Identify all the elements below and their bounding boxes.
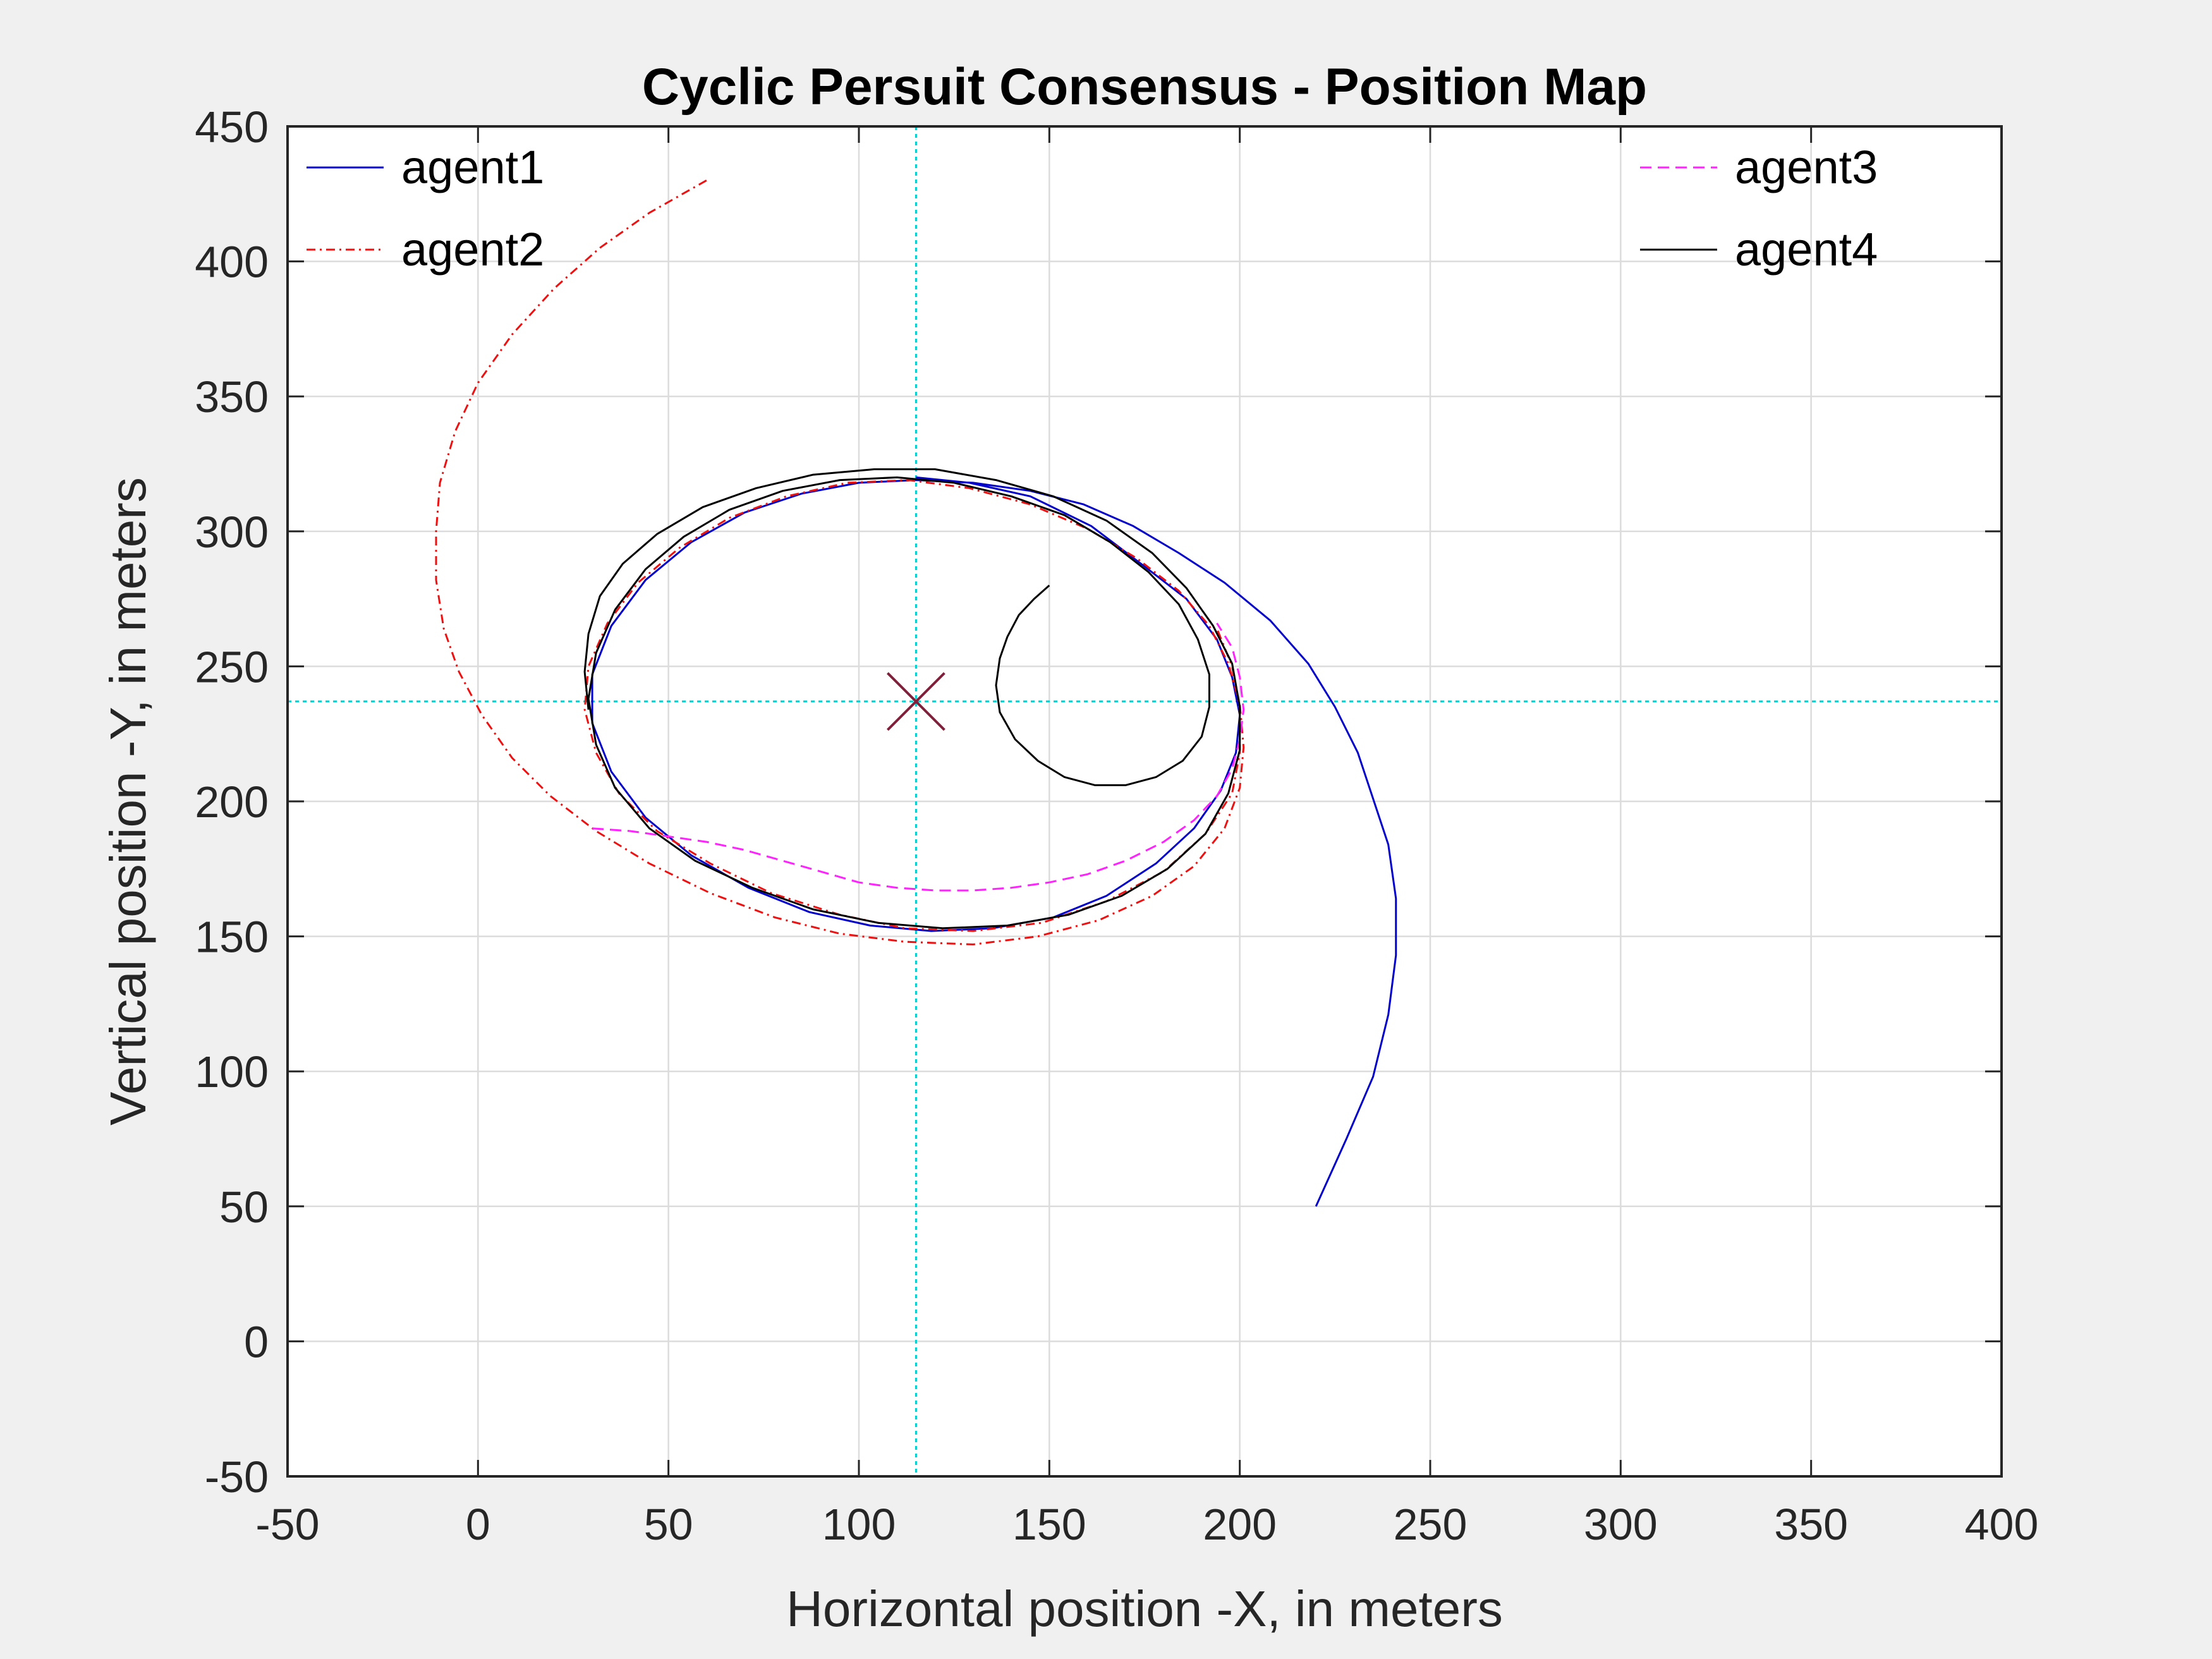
legend-right: agent3 agent4 (1640, 141, 1878, 276)
y-tick-label: 400 (195, 238, 269, 287)
legend-left: agent1 agent2 (307, 141, 544, 276)
x-tick-label: 400 (1965, 1500, 2039, 1549)
legend-label-agent3: agent3 (1735, 141, 1878, 193)
y-tick-label: 150 (195, 913, 269, 962)
x-tick-label: 0 (466, 1500, 490, 1549)
series-layer (435, 179, 1397, 1207)
x-tick-label: 300 (1584, 1500, 1658, 1549)
y-tick-label: 100 (195, 1047, 269, 1097)
y-tick-label: 350 (195, 372, 269, 422)
y-tick-label: 250 (195, 642, 269, 691)
y-tick-label: 50 (219, 1182, 269, 1232)
legend-label-agent2: agent2 (401, 223, 544, 276)
x-tick-label: 150 (1012, 1500, 1086, 1549)
x-tick-label: 50 (644, 1500, 693, 1549)
crosshair (288, 126, 2002, 1476)
consensus-marker (886, 672, 945, 731)
series-agent3 (592, 623, 1245, 892)
y-tick-label: 450 (195, 102, 269, 152)
x-tick-label: 250 (1394, 1500, 1468, 1549)
y-tick-label: 200 (195, 777, 269, 827)
x-tick-label: -50 (255, 1500, 319, 1549)
y-tick-label: 0 (244, 1317, 269, 1366)
y-tick-label: 300 (195, 507, 269, 557)
legend-label-agent4: agent4 (1735, 223, 1878, 276)
x-tick-label: 350 (1774, 1500, 1848, 1549)
y-tick-labels: -50 0 50 100 150 200 250 300 350 400 450 (195, 102, 269, 1502)
x-tick-label: 200 (1203, 1500, 1277, 1549)
x-axis-label: Horizontal position -X, in meters (786, 1581, 1503, 1637)
series-agent4 (583, 468, 1241, 930)
y-axis-label: Vertical position -Y, in meters (100, 477, 156, 1126)
x-tick-label: 100 (822, 1500, 896, 1549)
y-tick-label: -50 (205, 1452, 269, 1502)
consensus-marker-stroke-b (886, 672, 945, 731)
ticks (286, 125, 2003, 1478)
chart-title: Cyclic Persuit Consensus - Position Map (642, 58, 1647, 116)
x-tick-labels: -50 0 50 100 150 200 250 300 350 400 (255, 1500, 2038, 1549)
legend-label-agent1: agent1 (401, 141, 544, 193)
